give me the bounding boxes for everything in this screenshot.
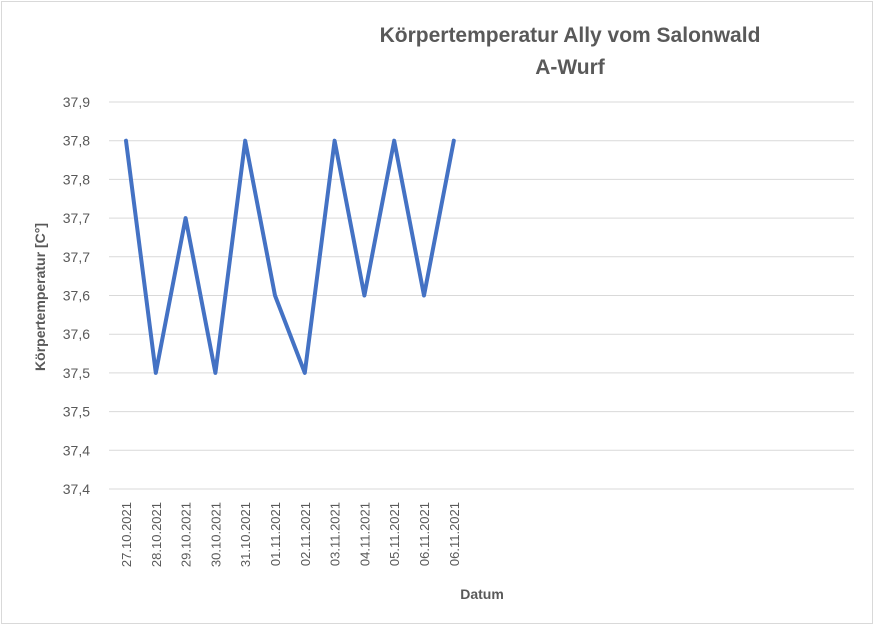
y-tick-label: 37,8 [63, 133, 90, 149]
y-tick-label: 37,9 [63, 94, 90, 110]
chart-title-line-2: A-Wurf [535, 56, 606, 79]
x-tick-label: 29.10.2021 [179, 502, 194, 567]
x-tick-label: 01.11.2021 [268, 502, 283, 566]
x-tick-label: 06.11.2021 [447, 502, 462, 566]
y-axis-title: Körpertemperatur [C°] [32, 223, 48, 371]
chart-title: Körpertemperatur Ally vom Salonwald A-Wu… [380, 24, 761, 79]
temperature-series-line [124, 138, 456, 375]
x-axis-ticks: 27.10.2021 28.10.2021 29.10.2021 30.10.2021… [119, 502, 462, 567]
y-tick-label: 37,4 [63, 442, 90, 458]
x-axis-title: Datum [460, 586, 504, 602]
x-tick-label: 27.10.2021 [119, 502, 134, 567]
y-tick-label: 37,6 [63, 326, 90, 342]
x-tick-label: 03.11.2021 [328, 502, 343, 566]
y-tick-label: 37,5 [63, 404, 90, 420]
series-lines [124, 138, 456, 375]
x-tick-label: 30.10.2021 [208, 502, 223, 567]
chart-title-line-1: Körpertemperatur Ally vom Salonwald [380, 24, 761, 47]
y-axis-ticks: 37,9 37,8 37,8 37,7 37,7 37,6 37,6 37,5 37,5 37,4… [63, 94, 90, 497]
x-tick-label: 05.11.2021 [387, 502, 402, 566]
y-tick-label: 37,4 [63, 481, 90, 497]
x-tick-label: 06.11.2021 [417, 502, 432, 566]
x-tick-label: 04.11.2021 [357, 502, 372, 566]
x-tick-label: 02.11.2021 [298, 502, 313, 566]
y-tick-label: 37,7 [63, 249, 90, 265]
x-tick-label: 28.10.2021 [149, 502, 164, 567]
y-tick-label: 37,6 [63, 288, 90, 304]
y-tick-label: 37,7 [63, 210, 90, 226]
y-tick-label: 37,5 [63, 365, 90, 381]
gridlines [109, 101, 854, 490]
y-tick-label: 37,8 [63, 171, 90, 187]
x-tick-label: 31.10.2021 [238, 502, 253, 567]
